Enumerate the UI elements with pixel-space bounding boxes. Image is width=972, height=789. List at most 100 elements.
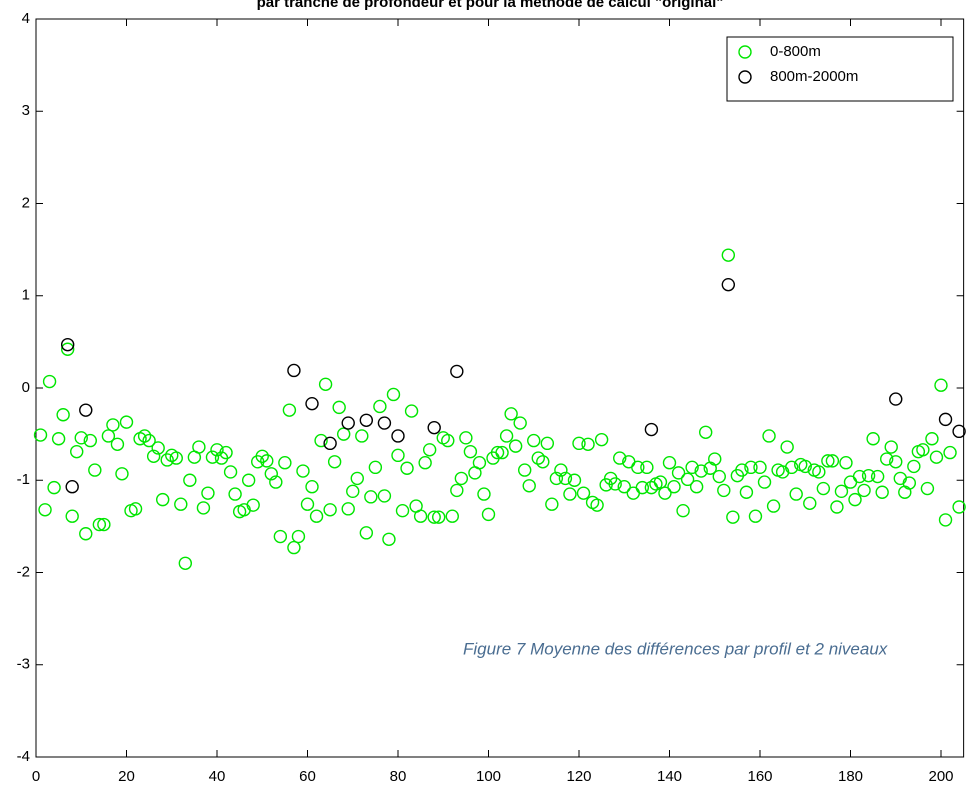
point (889, 455, 903, 469)
point (549, 471, 564, 486)
point (106, 418, 120, 432)
point (192, 440, 206, 454)
point (938, 412, 953, 427)
point (495, 445, 509, 460)
point (427, 420, 441, 435)
point (79, 403, 93, 417)
point (490, 445, 505, 460)
point (803, 496, 817, 511)
point (508, 439, 523, 453)
point (65, 509, 79, 523)
point (861, 468, 876, 483)
point (337, 427, 351, 441)
point (821, 454, 835, 468)
point (712, 469, 726, 484)
point (635, 480, 650, 495)
y-tick-label: -2 (17, 563, 30, 580)
point (798, 459, 812, 474)
point (726, 510, 740, 524)
point (567, 473, 582, 487)
point (228, 487, 242, 501)
point (115, 467, 129, 481)
point (418, 456, 432, 470)
point (223, 465, 238, 479)
point (327, 455, 342, 469)
point (626, 486, 640, 500)
point (427, 510, 441, 524)
point (866, 432, 880, 446)
point (413, 509, 428, 523)
point (305, 480, 319, 494)
point (341, 502, 355, 516)
legend-label: 0-800m (770, 43, 821, 60)
point (56, 408, 70, 422)
point (395, 503, 410, 518)
point (581, 437, 595, 451)
point (33, 428, 48, 442)
x-tick-label: 160 (747, 768, 772, 785)
point (938, 513, 953, 527)
point (97, 517, 111, 532)
point (880, 452, 894, 466)
point (450, 483, 464, 498)
point (658, 486, 672, 500)
point (789, 487, 803, 501)
point (318, 377, 333, 392)
legend-marker (738, 70, 752, 84)
point (653, 475, 668, 489)
point (613, 451, 627, 465)
point (210, 443, 224, 457)
point (432, 510, 446, 524)
point (391, 429, 405, 443)
point (60, 342, 75, 356)
point (400, 461, 414, 475)
point (346, 484, 360, 499)
point (128, 502, 143, 516)
point (51, 432, 66, 446)
point (934, 378, 948, 392)
point (373, 399, 387, 414)
point (744, 460, 758, 475)
point (463, 444, 478, 459)
point (907, 459, 921, 474)
point (857, 483, 871, 498)
point (812, 465, 826, 479)
point (422, 443, 437, 457)
point (454, 471, 469, 486)
point (594, 432, 609, 447)
y-tick-label: -3 (17, 656, 30, 673)
x-tick-label: 40 (209, 768, 226, 785)
point (269, 475, 283, 489)
point (916, 443, 930, 457)
x-tick-label: 80 (390, 768, 407, 785)
point (404, 404, 419, 418)
point (617, 480, 631, 494)
point (459, 431, 473, 445)
point (848, 492, 862, 507)
point (74, 431, 88, 445)
point (287, 363, 301, 378)
annotation: Figure 7 Moyenne des différences par pro… (463, 639, 888, 658)
point (155, 492, 170, 507)
point (875, 485, 889, 499)
point (554, 463, 568, 477)
point (445, 509, 459, 523)
point (667, 480, 681, 494)
point (314, 433, 328, 448)
x-tick-label: 200 (928, 768, 953, 785)
point (391, 448, 405, 463)
point (287, 540, 301, 555)
point (644, 422, 659, 437)
point (377, 416, 392, 430)
point (273, 529, 288, 544)
point (825, 454, 840, 468)
y-tick-label: 4 (22, 10, 30, 27)
x-tick-label: 20 (118, 768, 135, 785)
point (757, 475, 772, 489)
point (590, 498, 604, 512)
point (852, 469, 867, 484)
point (563, 487, 577, 501)
point (219, 445, 233, 460)
point (671, 466, 686, 480)
point (38, 503, 52, 517)
